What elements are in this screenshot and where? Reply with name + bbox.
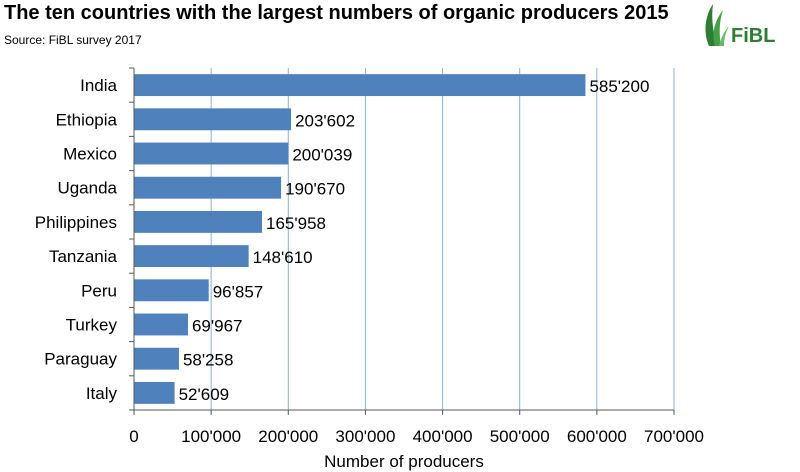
category-label: Philippines bbox=[35, 213, 117, 232]
x-tick-label: 100'000 bbox=[181, 427, 241, 446]
category-label: India bbox=[80, 76, 117, 95]
value-label: 69'967 bbox=[192, 317, 243, 336]
category-label: Mexico bbox=[63, 145, 117, 164]
category-label: Paraguay bbox=[44, 350, 117, 369]
category-label: Turkey bbox=[66, 316, 118, 335]
bar-uganda bbox=[134, 176, 282, 199]
value-label: 190'670 bbox=[285, 180, 345, 199]
fibl-leaf-icon: FiBL bbox=[705, 4, 775, 47]
value-label: 58'258 bbox=[183, 351, 234, 370]
category-label: Uganda bbox=[57, 179, 117, 198]
x-tick-label: 200'000 bbox=[258, 427, 318, 446]
fibl-logo: FiBL bbox=[697, 2, 797, 50]
bar-tanzania bbox=[134, 245, 249, 268]
value-label: 148'610 bbox=[253, 248, 313, 267]
bar-india bbox=[134, 74, 586, 97]
bar-peru bbox=[134, 279, 209, 302]
bar-italy bbox=[134, 381, 175, 404]
category-label: Peru bbox=[81, 281, 117, 300]
bar-mexico bbox=[134, 142, 289, 165]
bar-turkey bbox=[134, 313, 188, 336]
logo-text: FiBL bbox=[731, 25, 775, 47]
value-label: 203'602 bbox=[295, 111, 355, 130]
x-tick-label: 400'000 bbox=[413, 427, 473, 446]
value-label: 585'200 bbox=[589, 77, 649, 96]
value-label: 165'958 bbox=[266, 214, 326, 233]
x-axis-title: Number of producers bbox=[324, 452, 484, 471]
value-label: 96'857 bbox=[213, 282, 264, 301]
value-label: 200'039 bbox=[292, 146, 352, 165]
chart-subtitle: Source: FiBL survey 2017 bbox=[4, 33, 142, 47]
value-label: 52'609 bbox=[179, 385, 230, 404]
chart-title: The ten countries with the largest numbe… bbox=[4, 2, 669, 24]
x-tick-label: 500'000 bbox=[490, 427, 550, 446]
bar-paraguay bbox=[134, 347, 179, 370]
bar-ethiopia bbox=[134, 108, 292, 131]
category-label: Ethiopia bbox=[56, 110, 118, 129]
x-tick-label: 300'000 bbox=[335, 427, 395, 446]
category-label: Italy bbox=[86, 384, 118, 403]
x-tick-label: 600'000 bbox=[567, 427, 627, 446]
x-tick-label: 700'000 bbox=[644, 427, 704, 446]
category-label: Tanzania bbox=[49, 247, 118, 266]
x-tick-label: 0 bbox=[129, 427, 138, 446]
bar-philippines bbox=[134, 210, 263, 233]
